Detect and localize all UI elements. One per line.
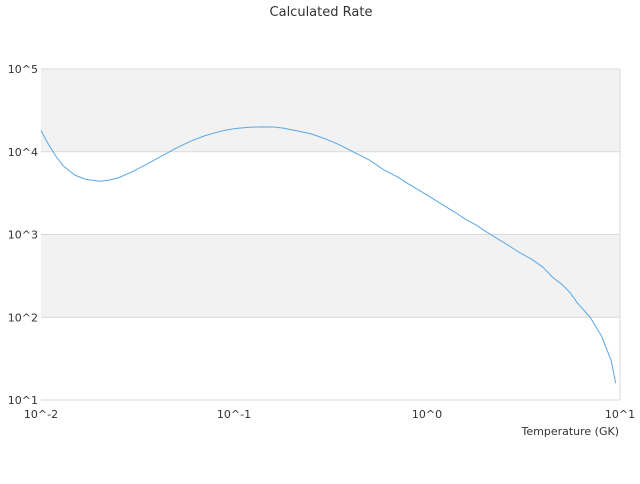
x-tick-label: 10^-2 xyxy=(24,408,58,421)
chart-title: Calculated Rate xyxy=(270,5,373,20)
gridlines xyxy=(41,68,621,401)
y-tick-label: 10^2 xyxy=(8,311,38,324)
y-tick-label: 10^5 xyxy=(8,63,38,76)
background-band xyxy=(41,234,620,318)
series-layer xyxy=(40,126,617,384)
background-bands xyxy=(41,69,620,318)
y-tick-label: 10^4 xyxy=(8,146,38,159)
y-axis-ticks: 10^1 10^2 10^3 10^4 10^5 xyxy=(8,63,38,407)
series-line xyxy=(40,126,617,384)
x-tick-label: 10^0 xyxy=(412,408,442,421)
x-tick-label: 10^1 xyxy=(605,408,635,421)
y-tick-label: 10^1 xyxy=(8,394,38,407)
x-tick-label: 10^-1 xyxy=(217,408,251,421)
background-band xyxy=(41,69,620,152)
x-axis-ticks: 10^-2 10^-1 10^0 10^1 xyxy=(24,408,635,421)
x-axis-label: Temperature (GK) xyxy=(521,425,620,438)
y-tick-label: 10^3 xyxy=(8,229,38,242)
